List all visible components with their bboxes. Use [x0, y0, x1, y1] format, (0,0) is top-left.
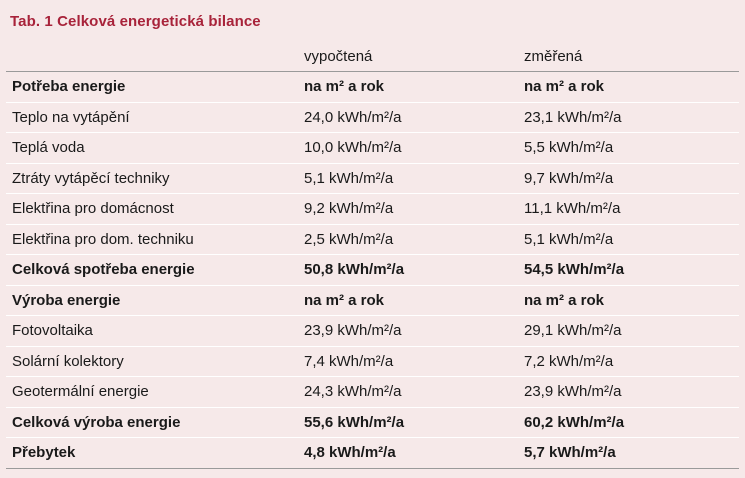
row-measured: 23,1 kWh/m²/a [524, 108, 622, 126]
row-measured: na m² a rok [524, 78, 605, 96]
row-label: Elektřina pro domácnost [12, 200, 174, 218]
row-calculated: 24,3 kWh/m²/a [304, 383, 402, 401]
row-measured: 5,5 kWh/m²/a [524, 139, 614, 157]
row-label: Teplá voda [12, 139, 85, 157]
row-label: Přebytek [12, 444, 76, 462]
row-calculated: 50,8 kWh/m²/a [304, 261, 405, 279]
table-row: Ztráty vytápěcí techniky 5,1 kWh/m²/a 9,… [6, 164, 739, 194]
table-total-row: Celková výroba energie 55,6 kWh/m²/a 60,… [6, 408, 739, 438]
row-calculated: 10,0 kWh/m²/a [304, 139, 402, 157]
row-calculated: na m² a rok [304, 291, 385, 309]
row-measured: na m² a rok [524, 291, 605, 309]
row-calculated: 2,5 kWh/m²/a [304, 230, 394, 248]
row-measured: 60,2 kWh/m²/a [524, 413, 625, 431]
table-surplus-row: Přebytek 4,8 kWh/m²/a 5,7 kWh/m²/a [6, 438, 739, 469]
row-label: Potřeba energie [12, 78, 126, 96]
row-measured: 7,2 kWh/m²/a [524, 352, 614, 370]
row-calculated: 5,1 kWh/m²/a [304, 169, 394, 187]
row-measured: 54,5 kWh/m²/a [524, 261, 625, 279]
row-label: Teplo na vytápění [12, 108, 130, 126]
row-calculated: 55,6 kWh/m²/a [304, 413, 405, 431]
table-row: Elektřina pro domácnost 9,2 kWh/m²/a 11,… [6, 194, 739, 225]
row-calculated: 9,2 kWh/m²/a [304, 200, 394, 218]
row-calculated: 23,9 kWh/m²/a [304, 322, 402, 340]
row-label: Celková výroba energie [12, 413, 181, 431]
row-label: Celková spotřeba energie [12, 261, 195, 279]
table-row: Potřeba energie na m² a rok na m² a rok [6, 72, 739, 103]
row-measured: 5,1 kWh/m²/a [524, 230, 614, 248]
table-row: Fotovoltaika 23,9 kWh/m²/a 29,1 kWh/m²/a [6, 316, 739, 347]
row-calculated: 24,0 kWh/m²/a [304, 108, 402, 126]
energy-balance-table: vypočtená změřená Potřeba energie na m² … [6, 42, 739, 469]
row-label: Výroba energie [12, 291, 121, 309]
header-measured: změřená [524, 48, 583, 65]
row-calculated: 4,8 kWh/m²/a [304, 444, 396, 462]
row-measured: 23,9 kWh/m²/a [524, 383, 622, 401]
table-row: Teplá voda 10,0 kWh/m²/a 5,5 kWh/m²/a [6, 133, 739, 164]
table-row: Geotermální energie 24,3 kWh/m²/a 23,9 k… [6, 377, 739, 408]
table-row: Solární kolektory 7,4 kWh/m²/a 7,2 kWh/m… [6, 347, 739, 377]
row-label: Geotermální energie [12, 383, 149, 401]
row-label: Fotovoltaika [12, 322, 93, 340]
row-label: Solární kolektory [12, 352, 124, 370]
header-calculated: vypočtená [304, 48, 373, 65]
row-label: Elektřina pro dom. techniku [12, 230, 194, 248]
table-header-row: vypočtená změřená [6, 42, 739, 72]
table-row: Teplo na vytápění 24,0 kWh/m²/a 23,1 kWh… [6, 103, 739, 133]
table-row: Elektřina pro dom. techniku 2,5 kWh/m²/a… [6, 225, 739, 255]
row-calculated: 7,4 kWh/m²/a [304, 352, 394, 370]
table-caption: Tab. 1 Celková energetická bilance [10, 13, 261, 30]
row-calculated: na m² a rok [304, 78, 385, 96]
row-measured: 11,1 kWh/m²/a [524, 200, 621, 218]
row-label: Ztráty vytápěcí techniky [12, 169, 170, 187]
table-row: Výroba energie na m² a rok na m² a rok [6, 286, 739, 316]
row-measured: 29,1 kWh/m²/a [524, 322, 622, 340]
table-total-row: Celková spotřeba energie 50,8 kWh/m²/a 5… [6, 255, 739, 286]
row-measured: 9,7 kWh/m²/a [524, 169, 614, 187]
row-measured: 5,7 kWh/m²/a [524, 444, 616, 462]
